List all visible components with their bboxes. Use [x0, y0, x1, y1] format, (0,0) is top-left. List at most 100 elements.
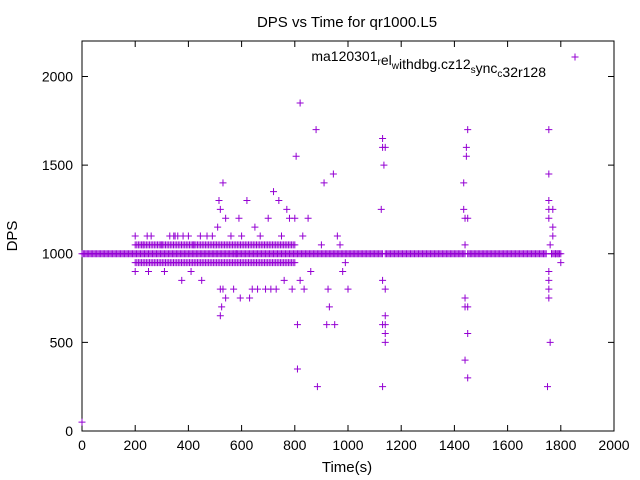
data-point — [379, 383, 387, 391]
data-point — [344, 285, 352, 293]
data-point — [545, 276, 553, 284]
data-point — [230, 285, 238, 293]
data-point — [461, 356, 469, 364]
data-point — [546, 241, 554, 249]
data-point — [222, 214, 230, 222]
data-point — [131, 267, 139, 275]
band-point — [291, 241, 299, 249]
data-point — [254, 285, 262, 293]
data-point — [545, 197, 553, 205]
legend: ma120301relwithdbg.cz12syncc32r128 — [311, 48, 579, 80]
data-points — [78, 99, 565, 426]
data-point — [278, 232, 285, 240]
data-point — [380, 161, 388, 169]
data-point — [381, 312, 389, 320]
data-point — [246, 294, 254, 302]
data-point — [545, 214, 553, 222]
data-point — [464, 303, 472, 311]
data-point — [216, 205, 224, 213]
data-point — [211, 241, 219, 249]
data-point — [270, 188, 278, 196]
data-point — [236, 294, 244, 302]
data-point — [275, 197, 283, 205]
data-point — [280, 276, 288, 284]
data-point — [264, 214, 272, 222]
data-point — [272, 285, 280, 293]
data-point — [238, 232, 246, 240]
data-point — [545, 170, 553, 178]
data-point — [379, 276, 387, 284]
data-point — [300, 285, 308, 293]
legend-marker — [571, 53, 579, 61]
data-point — [222, 294, 230, 302]
data-point — [293, 321, 301, 329]
x-axis-title: Time(s) — [322, 459, 372, 476]
data-point — [329, 170, 337, 178]
data-point — [557, 259, 565, 267]
data-point — [216, 312, 224, 320]
data-point — [243, 197, 251, 205]
data-point — [462, 152, 470, 160]
data-point — [333, 232, 341, 240]
data-point — [139, 241, 147, 249]
data-point — [160, 267, 168, 275]
data-point — [232, 250, 240, 258]
data-point — [256, 232, 264, 240]
data-point — [460, 179, 468, 187]
data-point — [307, 267, 315, 275]
data-point — [187, 267, 195, 275]
band-point — [291, 259, 299, 267]
data-point — [545, 126, 553, 134]
x-tick-label: 0 — [78, 437, 86, 453]
data-point — [218, 303, 226, 311]
data-point — [320, 179, 328, 187]
data-point — [324, 285, 332, 293]
data-point — [215, 197, 223, 205]
data-point — [288, 285, 296, 293]
data-point — [293, 365, 301, 373]
data-point — [198, 276, 206, 284]
data-point — [379, 135, 387, 142]
x-tick-label: 1600 — [492, 437, 523, 453]
data-point — [554, 250, 562, 258]
data-point — [251, 223, 259, 231]
x-tick-label: 200 — [124, 437, 148, 453]
axis-ticks: 0 200 400 600 800 1000 1200 1400 1600 1800 2000 0 50… — [42, 41, 630, 453]
data-point — [147, 232, 155, 240]
data-point — [331, 321, 339, 329]
data-point — [377, 205, 385, 213]
x-tick-label: 400 — [177, 437, 201, 453]
data-point — [317, 241, 325, 249]
data-point — [464, 214, 472, 222]
data-point — [464, 374, 472, 382]
data-point — [545, 294, 553, 302]
data-point — [184, 232, 192, 240]
data-point — [461, 241, 469, 249]
x-tick-label: 600 — [230, 437, 254, 453]
data-point — [283, 205, 291, 213]
data-point — [381, 285, 389, 293]
data-point — [323, 321, 331, 329]
data-point — [545, 267, 553, 275]
data-point — [460, 205, 468, 213]
data-point — [464, 330, 472, 337]
data-point — [219, 179, 227, 187]
data-point — [549, 232, 557, 240]
data-point — [312, 126, 320, 134]
x-tick-label: 1800 — [545, 437, 576, 453]
data-point — [131, 232, 139, 240]
data-point — [325, 303, 333, 311]
data-point — [546, 338, 554, 346]
data-point — [336, 241, 344, 249]
data-point — [219, 285, 227, 293]
data-point — [208, 232, 216, 240]
data-point — [145, 267, 152, 275]
data-point — [158, 241, 166, 249]
data-point — [549, 205, 557, 213]
y-tick-label: 2000 — [42, 68, 73, 84]
data-point — [296, 99, 304, 107]
data-point — [235, 214, 243, 222]
y-axis-title: DPS — [4, 221, 21, 252]
data-point — [227, 232, 235, 240]
